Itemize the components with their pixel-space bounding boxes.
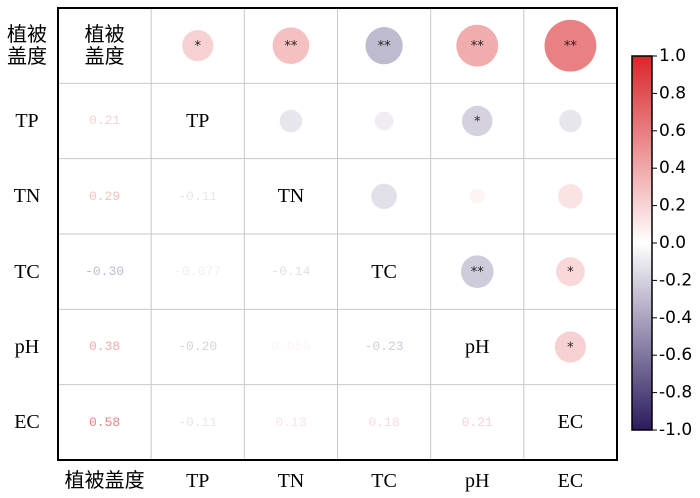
colorbar-tick-label: -0.6 (659, 345, 692, 365)
significance-star: * (567, 341, 574, 356)
value-label: 0.21 (88, 113, 121, 129)
diagonal-label: TN (277, 185, 305, 208)
value-label: -0.23 (364, 339, 404, 355)
value-label: -0.11 (178, 414, 218, 430)
significance-star: ** (564, 39, 578, 54)
value-label: 0.18 (368, 414, 400, 430)
corr-circle (555, 257, 585, 287)
colorbar-tick-label: 0.4 (659, 158, 686, 178)
corr-circle (456, 24, 499, 67)
row-label: 植被盖度 (7, 23, 47, 68)
corr-circle (371, 183, 397, 210)
value-label: 0.58 (88, 414, 121, 430)
corr-circle (544, 19, 597, 72)
column-label: pH (465, 470, 490, 492)
column-label: EC (557, 470, 584, 492)
significance-star: ** (284, 39, 298, 54)
column-label: TP (186, 470, 210, 492)
row-label: pH (14, 335, 40, 358)
colorbar-tick-label: 1.0 (659, 46, 686, 66)
colorbar-tick-label: -0.4 (659, 308, 692, 328)
value-label: -0.20 (178, 339, 218, 355)
colorbar-tick-label: 0.6 (659, 121, 686, 141)
row-label: TN (13, 185, 41, 208)
row-label: EC (14, 411, 40, 434)
value-label: 0.29 (88, 188, 121, 204)
significance-star: ** (378, 39, 392, 54)
value-label: 0.13 (275, 414, 307, 430)
colorbar (631, 55, 653, 431)
value-label: -0.077 (174, 264, 222, 280)
diagonal-label: TP (186, 109, 210, 132)
column-label: TC (371, 470, 397, 492)
value-label: 0.38 (88, 339, 121, 355)
corr-circle (374, 111, 394, 131)
corr-circle (365, 27, 403, 65)
diagonal-label: EC (557, 411, 584, 434)
colorbar-tick-label: -1.0 (659, 420, 692, 440)
column-label: 植被盖度 (64, 470, 145, 492)
corr-circle (460, 255, 494, 288)
plot-frame (57, 7, 618, 461)
significance-star: * (567, 265, 574, 280)
value-label: -0.30 (85, 264, 125, 280)
corr-circle (469, 188, 485, 204)
corr-circle (462, 105, 493, 137)
diagonal-label: 植被盖度 (84, 23, 125, 68)
colorbar-tick-label: -0.2 (659, 270, 692, 290)
corr-circle (272, 27, 310, 64)
colorbar-tick-label: -0.8 (659, 383, 692, 403)
column-label: TN (277, 470, 305, 492)
corr-circle (554, 331, 586, 363)
corr-circle (559, 109, 582, 133)
value-label: -0.11 (178, 188, 218, 204)
significance-star: * (195, 39, 202, 54)
row-label: TP (15, 109, 39, 132)
corr-circle (182, 30, 214, 62)
significance-star: ** (471, 39, 485, 54)
corr-circle (279, 109, 303, 133)
diagonal-label: TC (371, 260, 397, 283)
colorbar-tick-label: 0.0 (659, 233, 686, 253)
value-label: 0.21 (461, 414, 493, 430)
colorbar-tick-label: 0.8 (659, 83, 686, 103)
colorbar-tick-label: 0.2 (659, 196, 686, 216)
diagonal-label: pH (465, 335, 490, 358)
row-label: TC (14, 260, 40, 283)
significance-star: ** (471, 265, 485, 280)
significance-star: * (474, 115, 481, 130)
corr-circle (558, 184, 583, 209)
value-label: -0.14 (271, 264, 311, 280)
value-label: 0.050 (271, 339, 311, 355)
